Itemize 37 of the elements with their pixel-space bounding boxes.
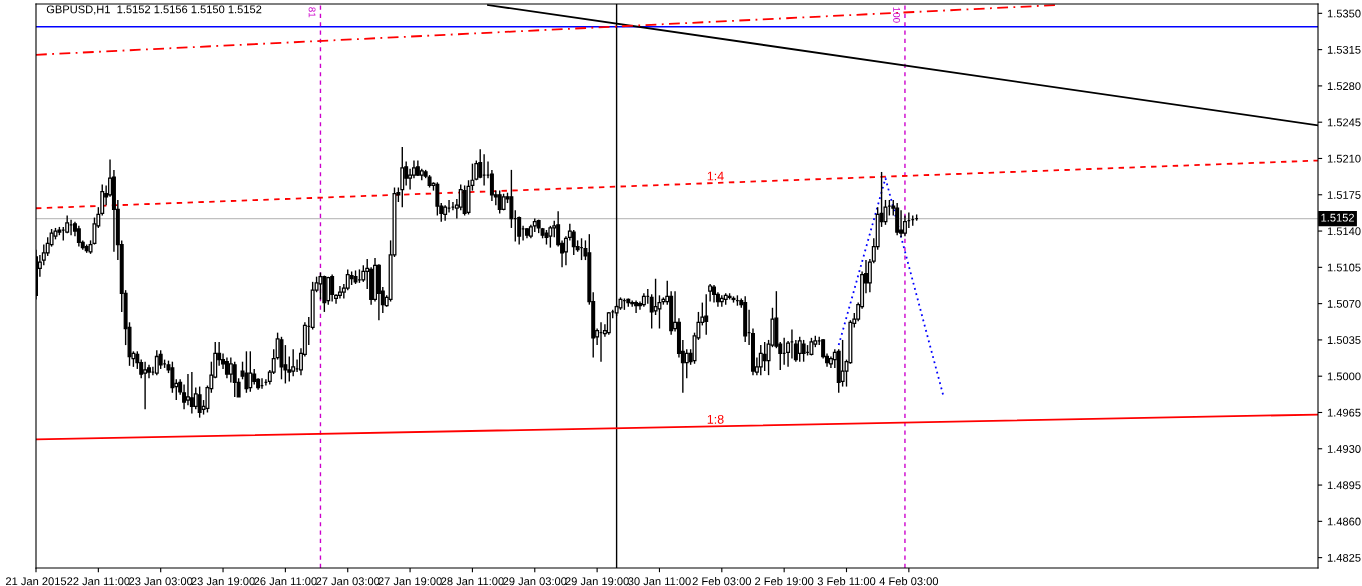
y-tick-label: 1.4825 — [1327, 553, 1361, 562]
annotation: 81 — [308, 7, 316, 18]
x-tick-label: 4 Feb 03:00 — [879, 577, 939, 586]
x-tick-label: 26 Jan 11:00 — [254, 577, 317, 586]
x-tick-label: 30 Jan 11:00 — [628, 577, 691, 586]
x-tick-label: 29 Jan 19:00 — [565, 577, 629, 586]
series-label: 1:8 — [707, 414, 724, 424]
x-tick-label: 22 Jan 11:00 — [67, 577, 130, 586]
x-tick-label: 3 Feb 11:00 — [817, 577, 876, 586]
y-tick-label: 1.4930 — [1327, 445, 1361, 453]
x-tick-label: 21 Jan 2015 — [5, 577, 67, 586]
y-tick-label: 1.5000 — [1327, 372, 1361, 381]
x-tick-label: 23 Jan 19:00 — [191, 577, 255, 586]
series-label: 1:4 — [707, 171, 724, 181]
y-tick-label: 1.5035 — [1327, 336, 1361, 345]
x-tick-label: 2 Feb 19:00 — [755, 577, 814, 586]
y-tick-label: 1.5175 — [1327, 191, 1361, 199]
x-tick-label: 2 Feb 03:00 — [692, 577, 752, 586]
x-tick-label: 27 Jan 19:00 — [378, 577, 442, 586]
ref-line-label: 1.5152 — [1321, 213, 1354, 222]
chart-title: GBPUSD,H1 1.5152 1.5156 1.5150 1.5152 — [46, 5, 262, 15]
x-tick-label: 29 Jan 03:00 — [503, 577, 567, 586]
x-tick-label: 28 Jan 11:00 — [441, 577, 504, 586]
y-tick-label: 1.5140 — [1327, 227, 1361, 236]
x-tick-label: 23 Jan 03:00 — [129, 577, 193, 586]
y-tick-label: 1.5105 — [1327, 263, 1361, 272]
y-tick-label: 1.4965 — [1327, 408, 1361, 417]
x-tick-label: 27 Jan 03:00 — [316, 577, 380, 586]
y-tick-label: 1.5210 — [1327, 154, 1361, 163]
y-tick-label: 1.4895 — [1327, 481, 1361, 490]
y-tick-label: 1.5315 — [1327, 45, 1361, 54]
y-tick-label: 1.5245 — [1327, 118, 1361, 127]
annotation: 100 — [893, 7, 901, 23]
y-tick-label: 1.5280 — [1327, 82, 1361, 91]
y-tick-label: 1.5350 — [1327, 9, 1361, 18]
y-tick-label: 1.4860 — [1327, 517, 1361, 526]
y-tick-label: 1.5070 — [1327, 299, 1361, 308]
